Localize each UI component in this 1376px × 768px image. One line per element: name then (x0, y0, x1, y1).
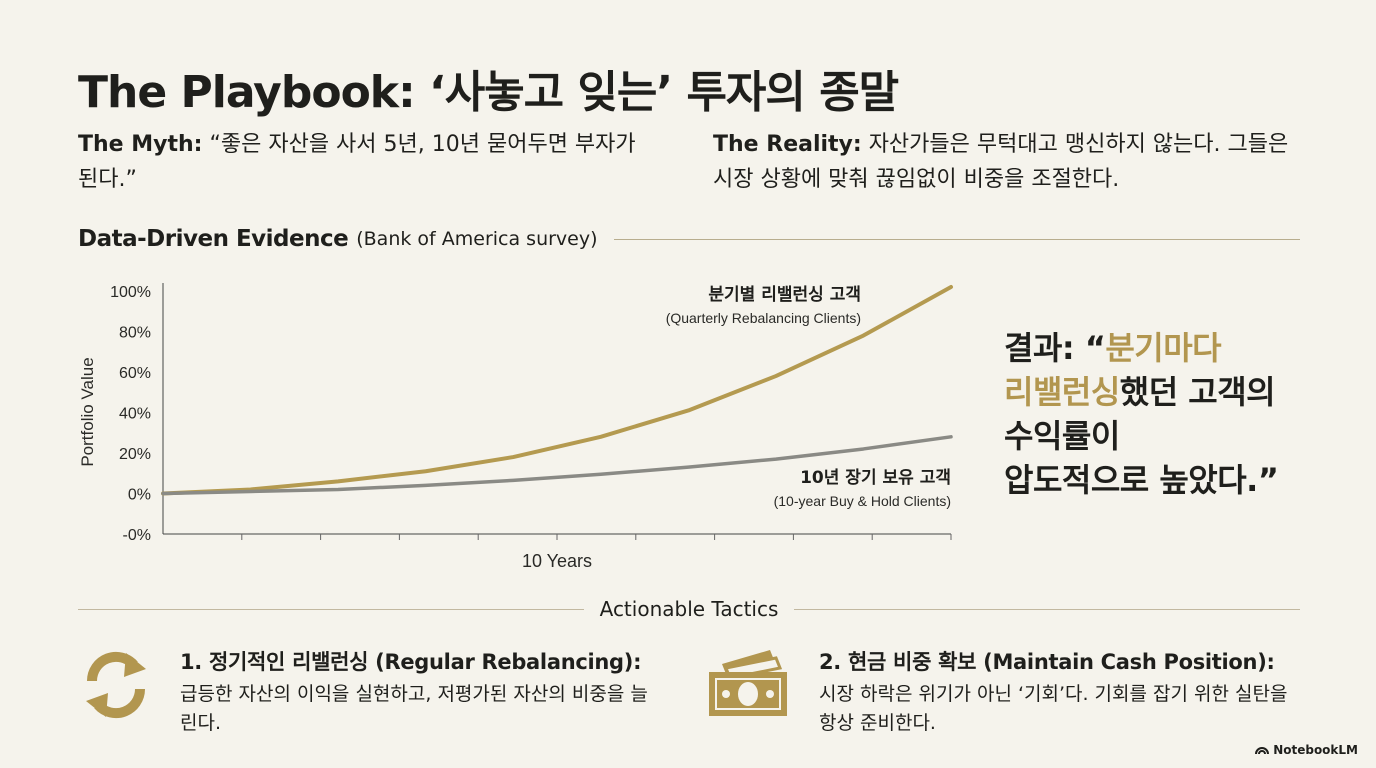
tactics-heading-text: Actionable Tactics (599, 597, 779, 621)
x-axis-label: 10 Years (522, 551, 592, 571)
y-tick-label: 60% (119, 365, 151, 382)
series-label-quarterly-en: (Quarterly Rebalancing Clients) (666, 310, 861, 326)
y-tick-label: 40% (119, 406, 151, 423)
brand-name: NotebookLM (1273, 743, 1358, 757)
y-axis-label: Portfolio Value (78, 357, 97, 466)
result-highlight-1: 분기마다 (1105, 329, 1222, 367)
result-highlight-2: 리밸런싱 (1004, 373, 1120, 411)
y-tick-label: 20% (119, 446, 151, 463)
page-title: The Playbook: ‘사놓고 잊는’ 투자의 종말 (78, 67, 899, 118)
cash-icon (709, 650, 787, 716)
evidence-label: Data-Driven Evidence (78, 226, 349, 252)
tactics-divider-left (78, 608, 584, 610)
tactics-divider-right (794, 608, 1300, 610)
evidence-divider (613, 238, 1300, 240)
y-tick-label: 100% (110, 284, 151, 301)
notebooklm-logo: NotebookLM (1255, 743, 1358, 757)
y-tick-label: -0% (123, 527, 151, 544)
result-rest-2: 수익률이 (1004, 417, 1120, 455)
notebooklm-icon (1255, 747, 1270, 755)
series-label-buy-hold: 10년 장기 보유 고객 (800, 468, 951, 488)
tactic-title: 2. 현금 비중 확보 (Maintain Cash Position): (819, 650, 1275, 674)
refresh-icon (86, 651, 146, 719)
evidence-source: (Bank of America survey) (356, 228, 598, 250)
tactic-desc: 급등한 자산의 이익을 실현하고, 저평가된 자산의 비중을 늘린다. (180, 683, 648, 734)
y-tick-label: 80% (119, 325, 151, 342)
myth-block: The Myth: “좋은 자산을 사서 5년, 10년 묻어두면 부자가 된다… (78, 127, 638, 197)
tactics-heading: Actionable Tactics (78, 597, 1300, 621)
result-prefix: 결과: “ (1004, 329, 1106, 367)
reality-text: 자산가들은 무턱대고 맹신하지 않는다. 그들은 시장 상황에 맞춰 끊임없이 … (713, 132, 1289, 192)
result-rest-3: 압도적으로 높았다.” (1004, 461, 1279, 499)
evidence-heading: Data-Driven Evidence (Bank of America su… (78, 226, 1300, 252)
tactic-title: 1. 정기적인 리밸런싱 (Regular Rebalancing): (180, 650, 642, 674)
series-label-buy-hold-en: (10-year Buy & Hold Clients) (774, 493, 951, 509)
reality-label: The Reality: (713, 132, 862, 157)
series-line-buy-and-hold (161, 435, 953, 496)
result-rest-1: 했던 고객의 (1119, 373, 1276, 411)
tactic-desc: 시장 하락은 위기가 아닌 ‘기회’다. 기회를 잡기 위한 실탄을 항상 준비… (819, 683, 1288, 734)
series-label-quarterly: 분기별 리밸런싱 고객 (708, 285, 861, 305)
y-tick-label: 0% (128, 487, 151, 504)
result-callout: 결과: “분기마다 리밸런싱했던 고객의 수익률이 압도적으로 높았다.” (1004, 326, 1344, 502)
tactic-item-rebalancing: 1. 정기적인 리밸런싱 (Regular Rebalancing): 급등한 … (180, 646, 660, 738)
reality-block: The Reality: 자산가들은 무턱대고 맹신하지 않는다. 그들은 시장… (713, 127, 1313, 197)
portfolio-line-chart: 100% 80% 60% 40% 20% 0% -0% Portfolio Value 10 Y… (78, 283, 953, 571)
series-line-quarterly-rebalancing (161, 284, 953, 496)
myth-text: “좋은 자산을 사서 5년, 10년 묻어두면 부자가 된다.” (78, 132, 636, 192)
tactic-item-cash: 2. 현금 비중 확보 (Maintain Cash Position): 시장… (819, 646, 1299, 738)
myth-label: The Myth: (78, 132, 203, 157)
